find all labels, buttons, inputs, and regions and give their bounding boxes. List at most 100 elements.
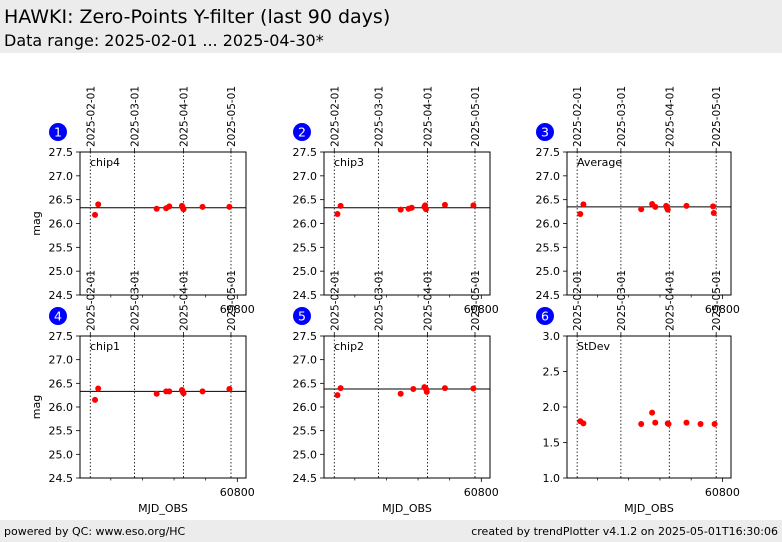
- date-tick-label: 2025-02-01: [85, 86, 97, 147]
- y-tick-label: 24.5: [293, 289, 318, 302]
- chart-panel-2: 2025-02-01 2025-03-01 2025-04-01 2025-05-01…: [293, 86, 499, 316]
- y-tick-label: 27.0: [536, 170, 561, 183]
- footer-credit[interactable]: powered by QC: www.eso.org/HC: [4, 525, 186, 538]
- date-tick-label: 2025-02-01: [85, 270, 97, 331]
- y-tick-label: 24.5: [49, 289, 74, 302]
- y-tick-label: 24.5: [49, 472, 74, 485]
- date-tick-label: 2025-03-01: [616, 270, 628, 331]
- y-tick-label: 3.0: [543, 330, 561, 343]
- y-tick-label: 26.5: [293, 377, 318, 390]
- y-tick-label: 26.0: [293, 218, 318, 231]
- y-tick-label: 27.5: [49, 146, 74, 159]
- x-tick-label: 60800: [464, 303, 499, 316]
- date-tick-label: 2025-02-01: [329, 270, 341, 331]
- plot-frame: [566, 151, 732, 296]
- date-tick-label: 2025-03-01: [130, 270, 142, 331]
- date-tick-label: 2025-04-01: [179, 86, 191, 147]
- x-tick-label: 60800: [705, 486, 740, 499]
- panel-label: chip2: [334, 340, 364, 353]
- plot-frame: [323, 335, 491, 479]
- data-point: [199, 388, 206, 395]
- y-tick-label: 24.5: [293, 472, 318, 485]
- data-point: [95, 201, 102, 208]
- y-tick-label: 26.0: [293, 401, 318, 414]
- date-tick-label: 2025-03-01: [616, 86, 628, 147]
- y-tick-label: 27.0: [293, 354, 318, 367]
- data-point: [638, 421, 645, 428]
- y-tick-label: 26.5: [49, 194, 74, 207]
- y-tick-label: 25.5: [293, 241, 318, 254]
- data-point: [423, 388, 430, 395]
- data-point: [580, 420, 587, 427]
- date-tick-label: 2025-04-01: [179, 270, 191, 331]
- data-point: [334, 392, 341, 399]
- x-axis-label: MJD_OBS: [624, 502, 674, 515]
- panel-number-badge: [49, 123, 67, 141]
- y-tick-label: 24.5: [536, 289, 561, 302]
- x-axis-label: MJD_OBS: [382, 502, 432, 515]
- data-point: [577, 210, 584, 217]
- y-tick-label: 27.0: [293, 170, 318, 183]
- date-tick-label: 2025-05-01: [470, 86, 482, 147]
- y-tick-label: 27.5: [536, 146, 561, 159]
- header-bar: HAWKI: Zero-Points Y-filter (last 90 day…: [0, 0, 782, 53]
- data-point: [337, 202, 344, 209]
- panel-number: 4: [54, 309, 62, 324]
- data-point: [470, 202, 477, 209]
- date-tick-label: 2025-03-01: [374, 270, 386, 331]
- data-point: [92, 211, 99, 218]
- panel-number: 6: [541, 309, 549, 324]
- chart-panel-3: 2025-02-01 2025-03-01 2025-04-01 2025-05-01…: [536, 86, 740, 316]
- data-point: [153, 205, 160, 212]
- date-tick-label: 2025-04-01: [664, 270, 676, 331]
- data-point: [422, 206, 429, 213]
- panel-number-badge: [49, 307, 67, 325]
- data-point: [153, 390, 160, 397]
- y-tick-label: 27.0: [49, 354, 74, 367]
- panel-number: 3: [541, 125, 549, 140]
- data-point: [199, 203, 206, 210]
- y-tick-label: 26.0: [49, 218, 74, 231]
- y-tick-label: 25.5: [49, 425, 74, 438]
- data-point: [683, 419, 690, 426]
- x-tick-label: 60800: [705, 303, 740, 316]
- y-tick-label: 25.0: [536, 265, 561, 278]
- panel-number: 5: [298, 309, 306, 324]
- y-tick-label: 26.5: [293, 194, 318, 207]
- data-point: [697, 421, 704, 428]
- data-point: [166, 203, 173, 210]
- y-axis-label: mag: [30, 395, 43, 419]
- data-point: [470, 385, 477, 392]
- data-point: [166, 388, 173, 395]
- chart-panel-5: 2025-02-01 2025-03-01 2025-04-01 2025-05-01…: [293, 270, 499, 515]
- panel-label: chip4: [90, 156, 120, 169]
- y-tick-label: 26.0: [49, 401, 74, 414]
- chart-panel-6: 2025-02-01 2025-03-01 2025-04-01 2025-05-01…: [536, 270, 740, 515]
- data-point: [95, 385, 102, 392]
- y-tick-label: 25.0: [49, 265, 74, 278]
- x-tick-label: 60800: [464, 486, 499, 499]
- date-tick-label: 2025-05-01: [226, 86, 238, 147]
- data-point: [710, 210, 717, 217]
- panel-label: chip1: [90, 340, 120, 353]
- date-tick-label: 2025-04-01: [423, 86, 435, 147]
- panel-number: 2: [298, 125, 306, 140]
- panel-label: Average: [577, 156, 622, 169]
- data-point: [397, 206, 404, 213]
- data-point: [92, 396, 99, 403]
- y-tick-label: 2.0: [543, 401, 561, 414]
- date-tick-label: 2025-02-01: [572, 86, 584, 147]
- data-point: [711, 421, 718, 428]
- panel-number-badge: [293, 123, 311, 141]
- date-tick-label: 2025-05-01: [470, 270, 482, 331]
- panel-number-badge: [293, 307, 311, 325]
- y-tick-label: 26.5: [49, 377, 74, 390]
- panel-label: StDev: [577, 340, 611, 353]
- chart-panel-1: 2025-02-01 2025-03-01 2025-04-01 2025-05-01…: [30, 86, 255, 316]
- x-tick-label: 60800: [220, 303, 255, 316]
- data-point: [337, 385, 344, 392]
- y-tick-label: 27.5: [49, 330, 74, 343]
- y-tick-label: 25.5: [49, 241, 74, 254]
- y-tick-label: 2.5: [543, 366, 561, 379]
- data-point: [649, 409, 656, 416]
